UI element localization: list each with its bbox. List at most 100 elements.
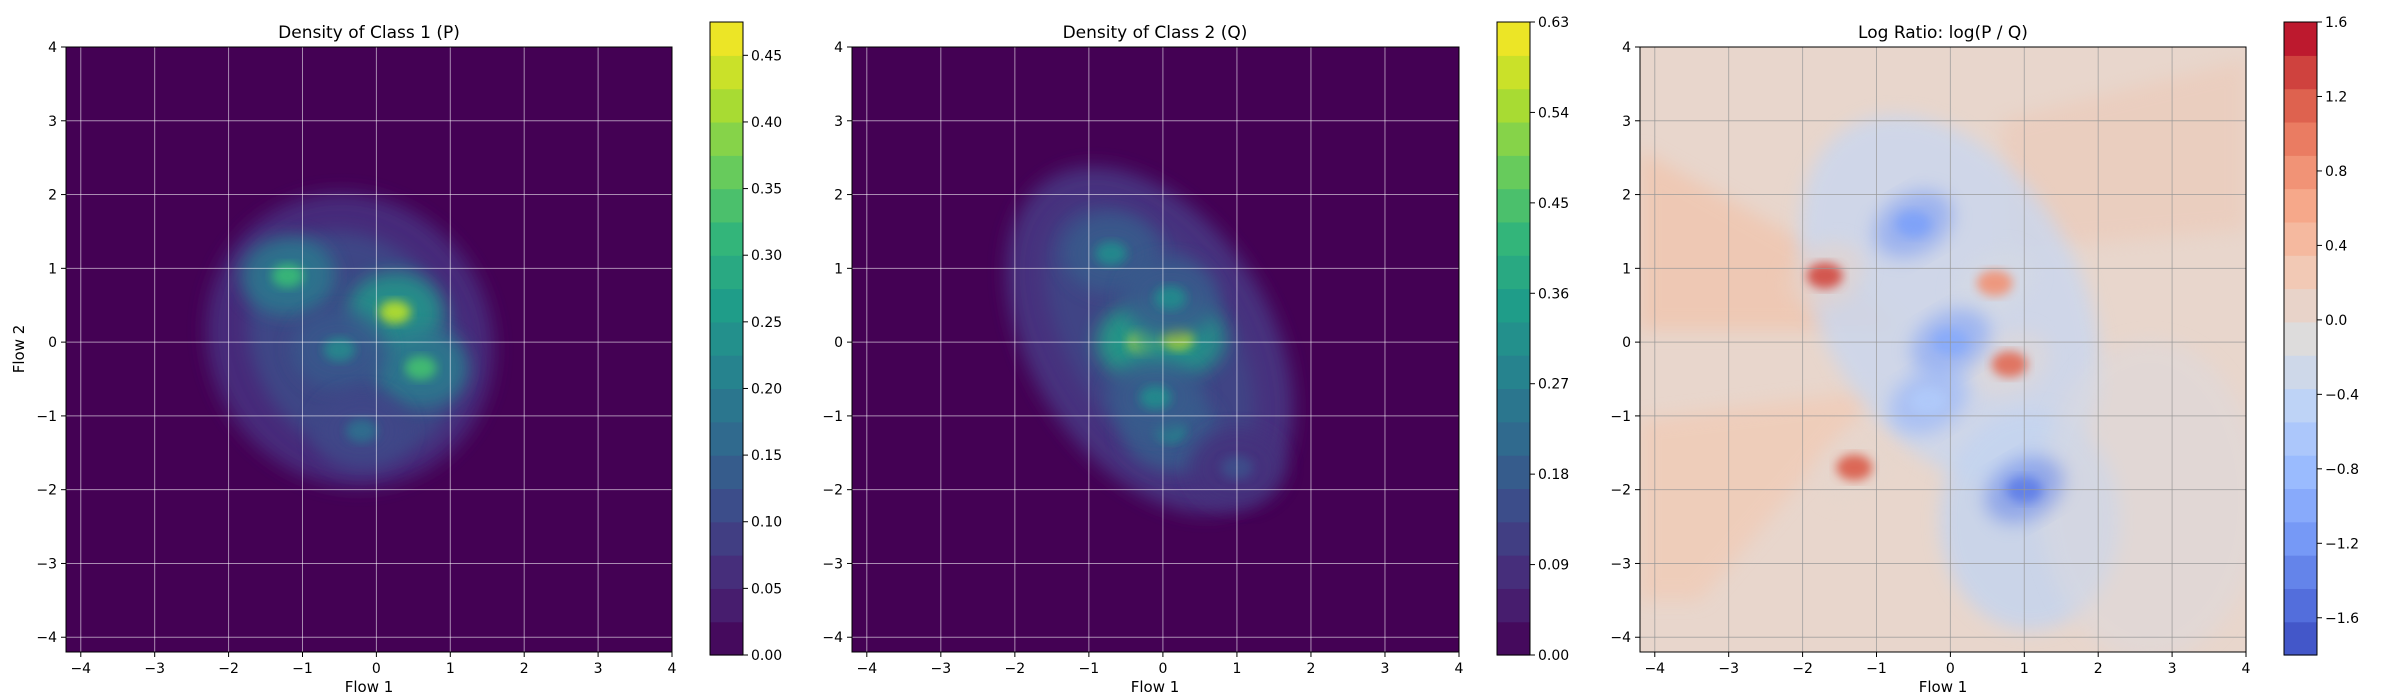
colorbar-band	[710, 588, 743, 623]
colorbar-band	[2284, 521, 2317, 556]
x-tick-label: 2	[1306, 661, 1315, 677]
ratio-feature	[1976, 270, 2013, 297]
colorbar-band	[710, 488, 743, 523]
colorbar-tick-label: −0.4	[2325, 387, 2359, 403]
x-tick-label: −4	[70, 661, 91, 677]
y-tick-label: 4	[1622, 40, 1631, 56]
colorbar-band	[1497, 588, 1530, 623]
y-tick-label: 1	[1622, 261, 1631, 277]
y-tick-label: −3	[1610, 556, 1631, 572]
x-axis: −4 −3 −2 −1 0 1 2 3 4	[856, 652, 1464, 677]
colorbar-tick-label: 0.00	[1538, 648, 1569, 664]
colorbar-band	[2284, 155, 2317, 190]
y-tick-label: −3	[36, 556, 57, 572]
colorbar-tick-label: 0.09	[1538, 558, 1569, 574]
colorbar-tick-label: 0.45	[751, 48, 782, 64]
colorbar-frame	[2283, 21, 2318, 656]
x-tick-label: 2	[2094, 661, 2103, 677]
colorbar-band	[710, 22, 743, 56]
colorbar-tick-label: 0.4	[2325, 238, 2347, 254]
colorbar-band	[1497, 255, 1530, 290]
ratio-field	[1640, 60, 2246, 652]
chart-title: Log Ratio: log(P / Q)	[1858, 23, 2028, 43]
density-peak	[323, 337, 356, 362]
colorbar-tick-label: 0.8	[2325, 164, 2347, 180]
colorbar-tick-label: 0.15	[751, 448, 782, 464]
y-tick-label: 0	[834, 335, 843, 351]
plot-frame	[65, 46, 673, 653]
x-tick-label: 1	[446, 661, 455, 677]
ratio-region-warm	[2000, 60, 2246, 250]
colorbar-band	[1497, 455, 1530, 490]
colorbar-tick-label: 0.40	[751, 115, 782, 131]
x-tick-label: 4	[668, 661, 677, 677]
chart-title: Density of Class 2 (Q)	[1063, 23, 1248, 43]
chart-title: Density of Class 1 (P)	[278, 23, 460, 43]
colorbar-band	[1497, 121, 1530, 156]
y-tick-label: −1	[822, 409, 843, 425]
x-tick-label: −2	[1005, 661, 1026, 677]
colorbar-band	[710, 621, 743, 656]
colorbar-band	[2284, 22, 2317, 56]
colorbar-band	[710, 221, 743, 256]
y-axis: −4 −3 −2 −1 0 1 2 3 4	[36, 40, 66, 646]
x-axis-label: Flow 1	[345, 678, 394, 696]
colorbar-tick-label: 0.36	[1538, 286, 1569, 302]
colorbar-band	[2284, 488, 2317, 523]
x-tick-label: 0	[1946, 661, 1955, 677]
colorbar-tick-label: 1.2	[2325, 89, 2347, 105]
colorbar-band	[2284, 188, 2317, 223]
y-axis-label: Flow 2	[10, 325, 28, 374]
y-axis: −4 −3 −2 −1 0 1 2 3 4	[1610, 40, 1640, 646]
colorbar-band	[2284, 455, 2317, 490]
colorbar-band	[1497, 321, 1530, 356]
density-peaks	[1063, 213, 1285, 508]
density-peak	[345, 418, 378, 443]
colorbar-band	[710, 521, 743, 556]
x-tick-label: −2	[218, 661, 239, 677]
y-tick-label: −4	[1610, 630, 1631, 646]
x-tick-label: 3	[2168, 661, 2177, 677]
y-tick-label: 2	[834, 188, 843, 204]
colorbar-tick-label: 0.63	[1538, 15, 1569, 31]
x-tick-label: −4	[1644, 661, 1665, 677]
colorbar-band	[2284, 621, 2317, 656]
colorbar-band	[2284, 388, 2317, 423]
x-tick-label: −1	[1866, 661, 1887, 677]
colorbar-tick-label: −1.6	[2325, 611, 2359, 627]
y-tick-label: 1	[834, 261, 843, 277]
colorbar-band	[710, 355, 743, 390]
density-peak	[1139, 385, 1172, 410]
colorbar-tick-label: −1.2	[2325, 536, 2359, 552]
x-tick-label: −3	[1718, 661, 1739, 677]
colorbar-band	[710, 88, 743, 123]
colorbar-tick-label: 0.35	[751, 182, 782, 198]
colorbar-band	[2284, 588, 2317, 623]
x-tick-label: −1	[1079, 661, 1100, 677]
density-peak	[1154, 285, 1187, 310]
colorbar-band	[710, 455, 743, 490]
colorbar-tick-label: 0.30	[751, 248, 782, 264]
colorbar-band	[1497, 221, 1530, 256]
colorbar-tick-label: 0.05	[751, 581, 782, 597]
y-tick-label: −2	[822, 483, 843, 499]
x-tick-label: −4	[856, 661, 877, 677]
colorbar-band	[710, 555, 743, 589]
colorbar-tick-label: 0.45	[1538, 196, 1569, 212]
colorbar-band	[2284, 555, 2317, 589]
density-peak	[271, 263, 304, 288]
y-tick-label: −1	[1610, 409, 1631, 425]
colorbar-band	[2284, 355, 2317, 390]
colorbar-frame	[709, 21, 744, 656]
y-tick-label: 3	[48, 114, 57, 130]
panel-density-p: Density of Class 1 (P) −4 −3 −2 −1 0 1 2 3 4 −4 −…	[10, 21, 782, 696]
y-tick-label: 0	[1622, 335, 1631, 351]
density-peak	[1095, 241, 1128, 266]
x-tick-label: 3	[1381, 661, 1390, 677]
ratio-feature	[1991, 351, 2028, 378]
colorbar: 0.00 0.09 0.18 0.27 0.36 0.45 0.54 0.63	[1496, 15, 1569, 664]
colorbar-band	[710, 188, 743, 223]
colorbar-tick-label: 0.54	[1538, 105, 1569, 121]
ratio-feature	[1895, 211, 1932, 238]
